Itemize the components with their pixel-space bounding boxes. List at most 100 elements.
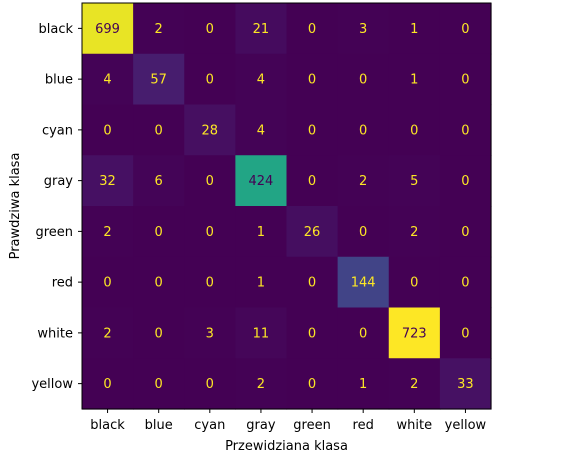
cell-value-label: 0 (206, 174, 214, 189)
x-axis-label: Przewidziana klasa (225, 439, 348, 453)
cell-value-label: 0 (359, 225, 367, 240)
cell-value-label: 0 (155, 276, 163, 291)
cell-value-label: 0 (308, 22, 316, 37)
cell-value-label: 144 (351, 276, 376, 291)
cell-value-label: 2 (257, 377, 265, 392)
cell-value-label: 0 (461, 326, 469, 341)
cell-value-label: 2 (410, 377, 418, 392)
heatmap-cell (388, 256, 441, 309)
cell-value-label: 723 (402, 326, 427, 341)
cell-value-label: 0 (461, 225, 469, 240)
cell-value-label: 0 (410, 123, 418, 138)
heatmap-cell (337, 155, 390, 207)
heatmap-cell (337, 104, 390, 156)
x-tick-label: white (397, 418, 433, 433)
cell-value-label: 5 (410, 174, 418, 189)
y-tick-label: black (38, 22, 73, 37)
heatmap-cell (439, 256, 492, 309)
heatmap-cell (235, 206, 288, 258)
cell-value-label: 2 (359, 174, 367, 189)
heatmap-cells (82, 3, 492, 410)
x-tick-label: blue (145, 418, 173, 433)
y-tick-label: white (37, 326, 73, 341)
heatmap-cell (184, 53, 236, 106)
cell-value-label: 0 (308, 326, 316, 341)
heatmap-cell (133, 307, 185, 359)
heatmap-cell (184, 206, 236, 258)
heatmap-cell (388, 155, 441, 207)
heatmap-cell (184, 358, 236, 410)
cell-value-label: 26 (304, 225, 321, 240)
cell-value-label: 4 (257, 123, 265, 138)
x-axis-ticks: black blue cyan gray green red white yellow (90, 409, 487, 433)
heatmap-cell (82, 155, 134, 207)
heatmap-cell (82, 358, 134, 410)
cell-value-label: 1 (410, 73, 418, 88)
cell-value-label: 6 (155, 174, 163, 189)
y-axis-label: Prawdziwa klasa (8, 153, 23, 260)
plot-frame (81, 2, 492, 410)
cell-value-label: 0 (461, 73, 469, 88)
heatmap-cell (184, 155, 236, 207)
cell-value-label: 1 (359, 377, 367, 392)
cell-value-label: 0 (206, 73, 214, 88)
y-tick-label: gray (44, 174, 74, 189)
heatmap-cell (439, 3, 492, 55)
heatmap-cell (388, 53, 441, 106)
cell-value-label: 21 (253, 22, 270, 37)
cell-value-label: 28 (202, 123, 219, 138)
heatmap-cell (286, 256, 339, 309)
cell-value-label: 0 (103, 123, 111, 138)
cell-value-label: 0 (359, 73, 367, 88)
cell-value-label: 1 (410, 22, 418, 37)
cell-value-label: 0 (206, 22, 214, 37)
heatmap-cell (133, 358, 185, 410)
heatmap-cell (337, 3, 390, 55)
cell-value-label: 0 (206, 377, 214, 392)
cell-value-label: 0 (155, 377, 163, 392)
heatmap-cell (82, 307, 134, 359)
heatmap-cell (337, 358, 390, 410)
cell-value-label: 424 (249, 174, 274, 189)
cell-value-label: 57 (150, 73, 167, 88)
heatmap-cell (439, 358, 492, 410)
cell-value-label: 0 (308, 123, 316, 138)
cell-value-label: 11 (253, 326, 270, 341)
heatmap-cell (184, 104, 236, 156)
heatmap-cell (286, 155, 339, 207)
cell-value-label: 3 (206, 326, 214, 341)
cell-value-label: 0 (206, 276, 214, 291)
heatmap-cell (337, 53, 390, 106)
heatmap-cell (286, 104, 339, 156)
cell-value-label: 0 (308, 377, 316, 392)
heatmap-cell (235, 53, 288, 106)
cell-value-label: 0 (461, 276, 469, 291)
cell-value-label: 699 (95, 22, 120, 37)
cell-value-label: 0 (359, 326, 367, 341)
heatmap-cell (133, 256, 185, 309)
y-tick-label: red (52, 276, 73, 291)
heatmap-cell (286, 3, 339, 55)
heatmap-cell (235, 3, 288, 55)
cell-value-label: 0 (308, 174, 316, 189)
cell-value-label: 2 (410, 225, 418, 240)
heatmap-cell (133, 53, 185, 106)
heatmap-cell (235, 155, 288, 207)
cell-value-label: 1 (257, 276, 265, 291)
heatmap-cell (133, 3, 185, 55)
cell-value-label: 33 (457, 377, 474, 392)
cell-value-label: 3 (359, 22, 367, 37)
heatmap-cell (388, 358, 441, 410)
heatmap-cell (184, 3, 236, 55)
x-tick-label: yellow (445, 418, 487, 433)
cell-value-label: 4 (257, 73, 265, 88)
y-tick-label: green (35, 225, 73, 240)
cell-value-label: 1 (257, 225, 265, 240)
heatmap-cell (286, 206, 339, 258)
heatmap-cell (82, 104, 134, 156)
cell-value-label: 0 (461, 174, 469, 189)
heatmap-cell (388, 206, 441, 258)
cell-value-label: 0 (359, 123, 367, 138)
cell-value-label: 0 (155, 123, 163, 138)
